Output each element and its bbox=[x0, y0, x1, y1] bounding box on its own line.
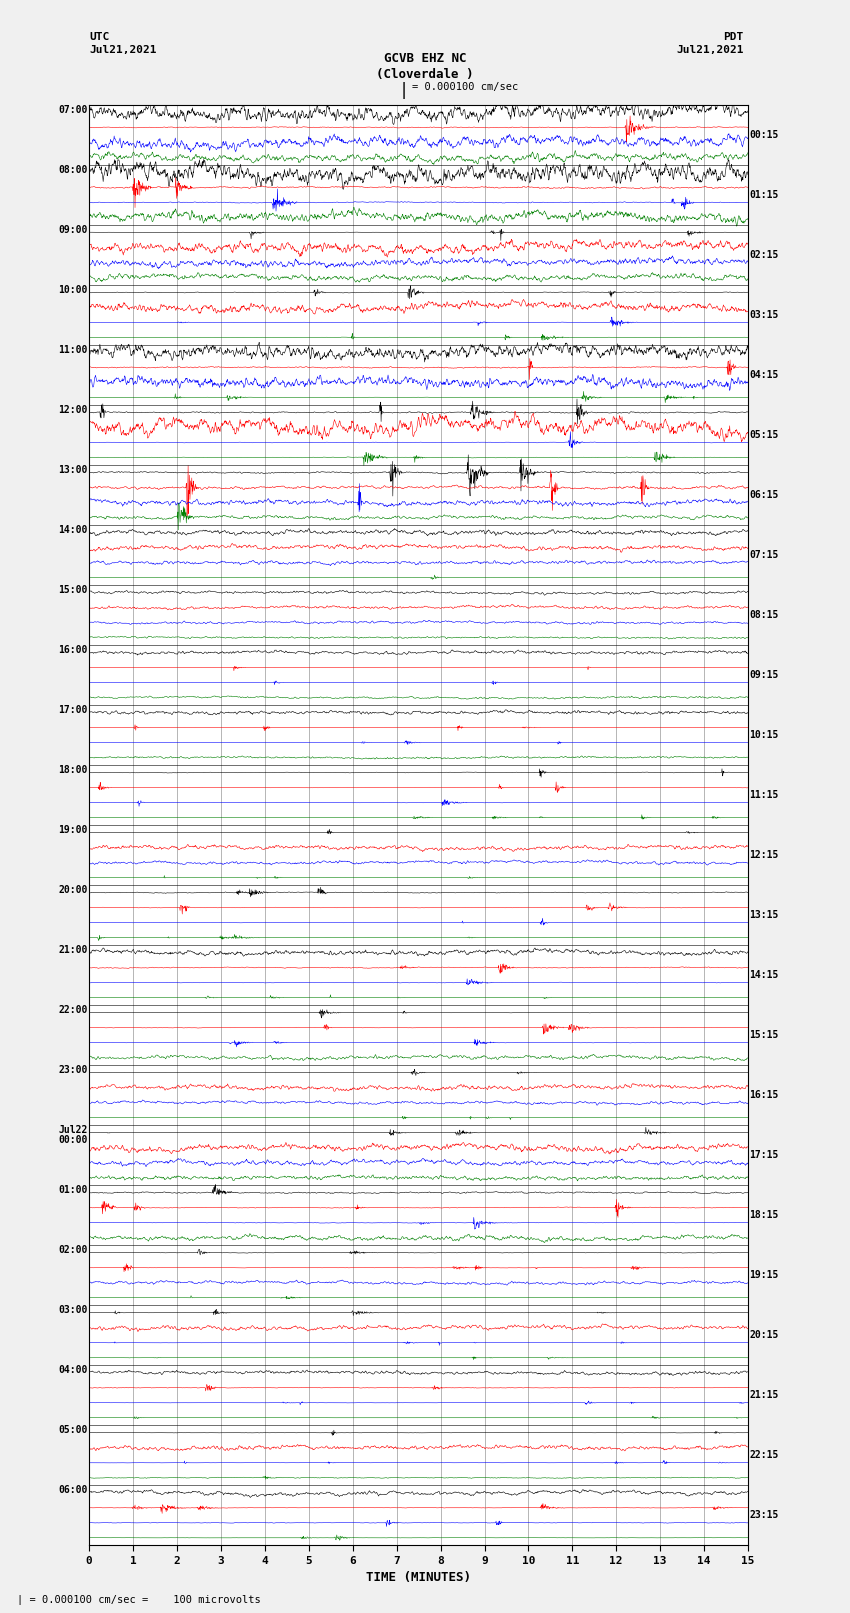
Text: 21:00: 21:00 bbox=[59, 945, 88, 955]
Text: 14:15: 14:15 bbox=[750, 969, 779, 981]
Text: 10:00: 10:00 bbox=[59, 286, 88, 295]
Text: 08:15: 08:15 bbox=[750, 610, 779, 619]
Text: 20:15: 20:15 bbox=[750, 1331, 779, 1340]
Text: Jul21,2021: Jul21,2021 bbox=[89, 45, 156, 55]
Text: 23:00: 23:00 bbox=[59, 1065, 88, 1076]
Text: 07:15: 07:15 bbox=[750, 550, 779, 560]
Text: 16:15: 16:15 bbox=[750, 1090, 779, 1100]
Text: 11:00: 11:00 bbox=[59, 345, 88, 355]
Text: ∣ = 0.000100 cm/sec =    100 microvolts: ∣ = 0.000100 cm/sec = 100 microvolts bbox=[17, 1595, 261, 1605]
X-axis label: TIME (MINUTES): TIME (MINUTES) bbox=[366, 1571, 471, 1584]
Text: 09:15: 09:15 bbox=[750, 669, 779, 681]
Text: 17:15: 17:15 bbox=[750, 1150, 779, 1160]
Text: 12:15: 12:15 bbox=[750, 850, 779, 860]
Text: 22:00: 22:00 bbox=[59, 1005, 88, 1015]
Text: = 0.000100 cm/sec: = 0.000100 cm/sec bbox=[412, 82, 518, 92]
Text: 23:15: 23:15 bbox=[750, 1510, 779, 1519]
Text: 12:00: 12:00 bbox=[59, 405, 88, 415]
Text: 00:15: 00:15 bbox=[750, 131, 779, 140]
Text: 06:15: 06:15 bbox=[750, 490, 779, 500]
Text: 21:15: 21:15 bbox=[750, 1390, 779, 1400]
Text: 22:15: 22:15 bbox=[750, 1450, 779, 1460]
Text: 13:15: 13:15 bbox=[750, 910, 779, 919]
Text: 10:15: 10:15 bbox=[750, 731, 779, 740]
Text: 13:00: 13:00 bbox=[59, 465, 88, 474]
Text: 01:00: 01:00 bbox=[59, 1186, 88, 1195]
Text: UTC: UTC bbox=[89, 32, 110, 42]
Text: 15:15: 15:15 bbox=[750, 1031, 779, 1040]
Text: 06:00: 06:00 bbox=[59, 1486, 88, 1495]
Text: 02:15: 02:15 bbox=[750, 250, 779, 260]
Text: ∣: ∣ bbox=[399, 81, 409, 98]
Text: 15:00: 15:00 bbox=[59, 586, 88, 595]
Text: 02:00: 02:00 bbox=[59, 1245, 88, 1255]
Text: 14:00: 14:00 bbox=[59, 524, 88, 536]
Text: 05:15: 05:15 bbox=[750, 431, 779, 440]
Text: 01:15: 01:15 bbox=[750, 190, 779, 200]
Text: 17:00: 17:00 bbox=[59, 705, 88, 715]
Text: PDT: PDT bbox=[723, 32, 744, 42]
Text: Jul21,2021: Jul21,2021 bbox=[677, 45, 744, 55]
Text: 20:00: 20:00 bbox=[59, 886, 88, 895]
Text: 04:15: 04:15 bbox=[750, 369, 779, 381]
Text: Jul22
00:00: Jul22 00:00 bbox=[59, 1126, 88, 1145]
Text: 09:00: 09:00 bbox=[59, 224, 88, 235]
Text: 05:00: 05:00 bbox=[59, 1426, 88, 1436]
Text: 03:00: 03:00 bbox=[59, 1305, 88, 1315]
Text: 19:15: 19:15 bbox=[750, 1269, 779, 1281]
Text: 04:00: 04:00 bbox=[59, 1365, 88, 1376]
Text: 18:15: 18:15 bbox=[750, 1210, 779, 1219]
Text: 07:00: 07:00 bbox=[59, 105, 88, 115]
Text: 16:00: 16:00 bbox=[59, 645, 88, 655]
Text: 11:15: 11:15 bbox=[750, 790, 779, 800]
Text: GCVB EHZ NC: GCVB EHZ NC bbox=[383, 52, 467, 65]
Text: 08:00: 08:00 bbox=[59, 165, 88, 174]
Text: (Cloverdale ): (Cloverdale ) bbox=[377, 68, 473, 81]
Text: 19:00: 19:00 bbox=[59, 826, 88, 836]
Text: 03:15: 03:15 bbox=[750, 310, 779, 319]
Text: 18:00: 18:00 bbox=[59, 765, 88, 774]
